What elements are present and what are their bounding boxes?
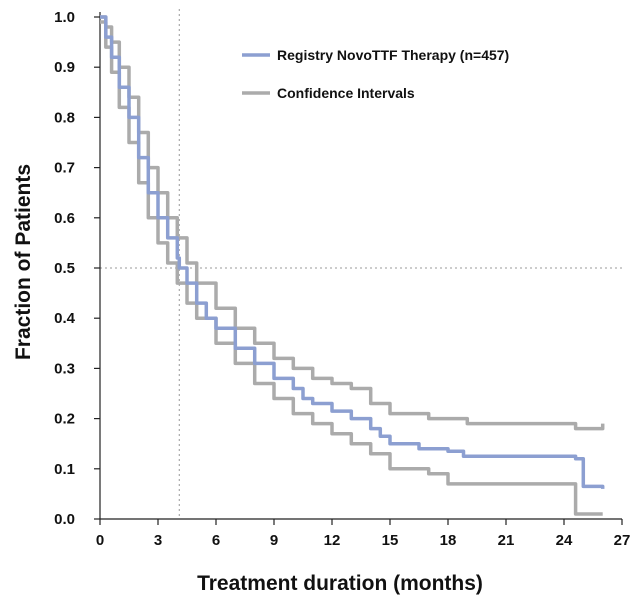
axes xyxy=(94,12,623,525)
legend: Registry NovoTTF Therapy (n=457) Confide… xyxy=(242,47,509,101)
x-tick-label: 9 xyxy=(270,532,278,549)
x-tick-label: 15 xyxy=(382,532,399,549)
plot-area xyxy=(100,15,605,516)
y-tick-label: 0.0 xyxy=(54,511,75,528)
x-tick-label: 24 xyxy=(556,532,573,549)
y-tick-label: 1.0 xyxy=(54,9,75,26)
x-tick-label: 6 xyxy=(212,532,220,549)
x-tick-label: 3 xyxy=(154,532,162,549)
y-tick-label: 0.7 xyxy=(54,160,75,177)
tick-labels: 0 3 6 9 12 15 18 21 24 27 0.0 0.1 0.2 0.3 0.4 0.5 0.6 0.7… xyxy=(54,9,630,549)
y-tick-label: 0.5 xyxy=(54,260,75,277)
x-tick-label: 27 xyxy=(614,532,631,549)
legend-label-main: Registry NovoTTF Therapy (n=457) xyxy=(277,47,509,63)
y-tick-label: 0.6 xyxy=(54,210,75,227)
y-tick-label: 0.2 xyxy=(54,411,75,428)
legend-label-ci: Confidence Intervals xyxy=(277,85,415,101)
x-tick-label: 0 xyxy=(96,532,104,549)
series-line-registry xyxy=(100,15,605,489)
x-tick-label: 21 xyxy=(498,532,515,549)
y-tick-label: 0.3 xyxy=(54,360,75,377)
x-axis-title: Treatment duration (months) xyxy=(197,572,483,595)
y-axis-title: Fraction of Patients xyxy=(12,164,35,360)
y-tick-label: 0.4 xyxy=(54,310,76,327)
y-tick-label: 0.9 xyxy=(54,59,75,76)
x-tick-label: 12 xyxy=(324,532,341,549)
y-tick-label: 0.1 xyxy=(54,461,75,478)
x-tick-label: 18 xyxy=(440,532,457,549)
y-tick-label: 0.8 xyxy=(54,109,75,126)
ci-upper-line xyxy=(100,15,605,431)
